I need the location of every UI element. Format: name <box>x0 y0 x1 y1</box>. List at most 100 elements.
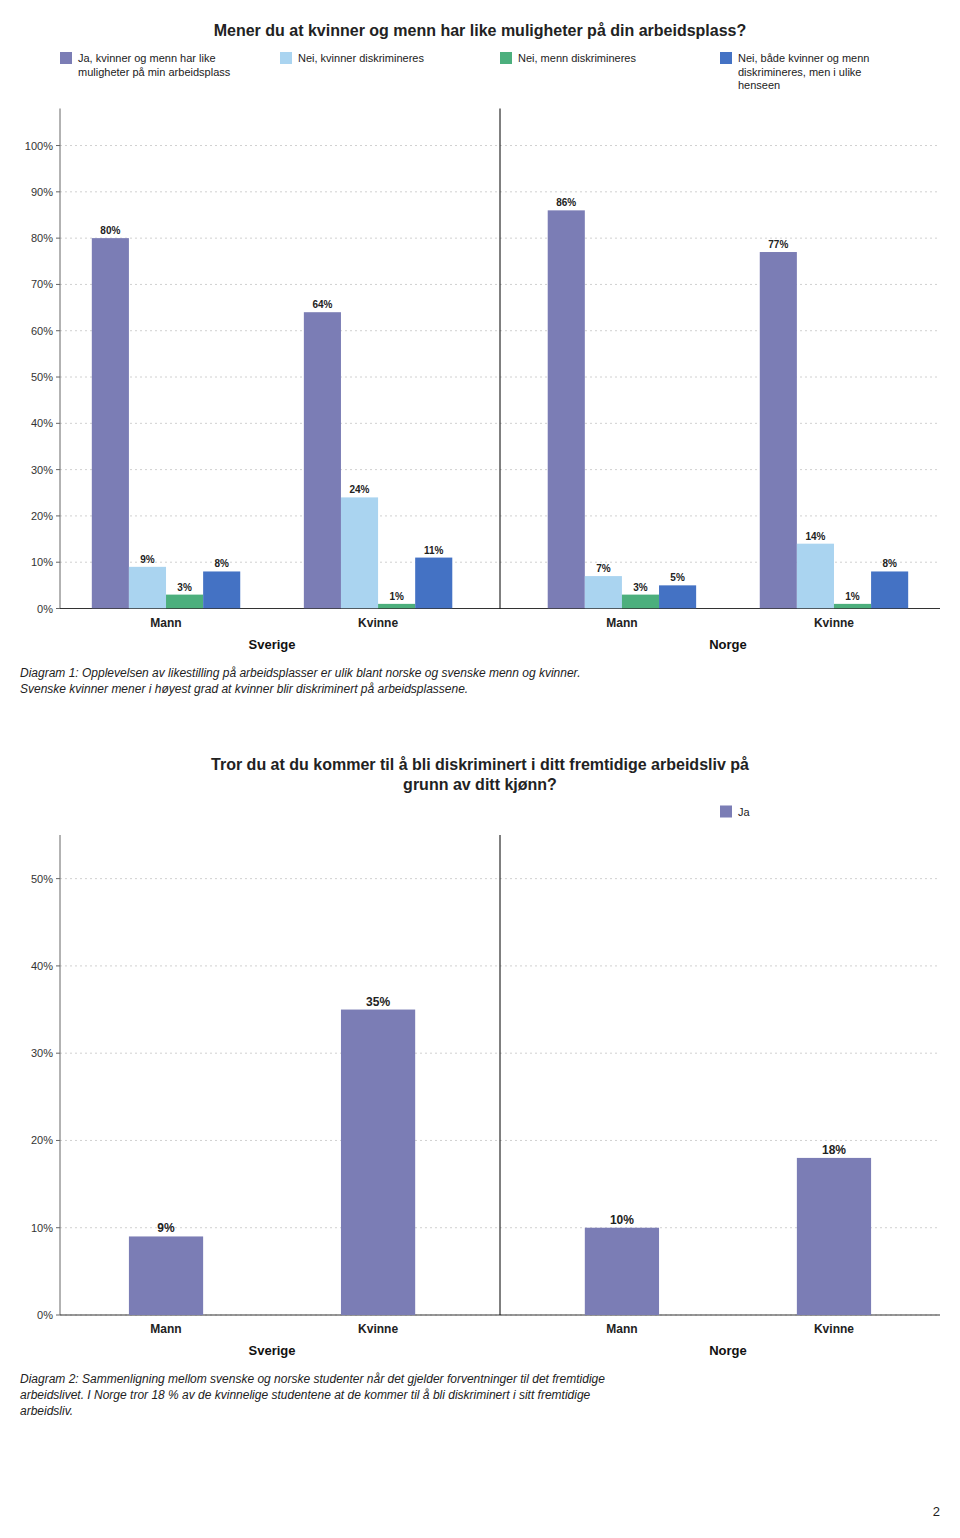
data-label-line: 1% <box>389 591 404 602</box>
chart-title: Mener du at kvinner og menn har like mul… <box>214 22 747 39</box>
legend-label: Nei, både kvinner og menndiskrimineres, … <box>738 52 869 91</box>
data-label: 35% <box>366 995 390 1009</box>
chart-title-line: Tror du at du kommer til å bli diskrimin… <box>211 756 749 773</box>
data-label-line: 80% <box>100 225 120 236</box>
y-tick <box>56 1315 60 1316</box>
page-number-line: 2 <box>933 1504 940 1519</box>
group-label: Norge <box>709 637 747 652</box>
y-tick-label-line: 10% <box>31 556 53 568</box>
y-tick-label-line: 0% <box>37 603 53 615</box>
data-label: 9% <box>157 1221 175 1235</box>
y-tick-label-line: 20% <box>31 1134 53 1146</box>
y-tick-label-line: 0% <box>37 1309 53 1321</box>
x-tick-label-line: Kvinne <box>358 616 398 630</box>
y-axis-line <box>60 835 61 1315</box>
data-labels: 9%35%10%18% <box>157 995 846 1236</box>
data-label-line: 9% <box>157 1221 175 1235</box>
bar <box>585 576 622 608</box>
page-number: 2 <box>933 1504 940 1519</box>
y-axis-line <box>60 109 61 609</box>
bars <box>92 210 908 608</box>
x-tick-labels: MannKvinneMannKvinneSverigeNorge <box>150 616 854 652</box>
chart-title: Tror du at du kommer til å bli diskrimin… <box>211 756 749 793</box>
data-label-line: 10% <box>610 1213 634 1227</box>
y-tick <box>56 1053 60 1054</box>
data-label: 1% <box>389 591 404 602</box>
x-tick-label: Kvinne <box>358 1322 398 1336</box>
data-label-line: 1% <box>845 591 860 602</box>
legend-swatch <box>720 52 732 64</box>
group-separator <box>500 109 501 609</box>
legend-label: Nei, menn diskrimineres <box>518 52 636 64</box>
data-label: 77% <box>768 239 788 250</box>
chart-title-line: Mener du at kvinner og menn har like mul… <box>214 22 747 39</box>
caption: Diagram 2: Sammenligning mellom svenske … <box>20 1372 605 1418</box>
group-label: Sverige <box>249 637 296 652</box>
y-tick <box>56 191 60 192</box>
legend-swatch <box>280 52 292 64</box>
bar <box>129 1236 203 1315</box>
y-tick <box>56 562 60 563</box>
bar <box>548 210 585 608</box>
data-label: 24% <box>350 484 370 495</box>
caption-line: arbeidsliv. <box>20 1404 73 1418</box>
data-label-line: 35% <box>366 995 390 1009</box>
legend-label-line: Ja, kvinner og menn har like <box>78 52 216 64</box>
x-tick-label-line: Kvinne <box>814 616 854 630</box>
y-tick-label-line: 30% <box>31 464 53 476</box>
data-label-line: 86% <box>556 197 576 208</box>
background <box>0 0 960 1538</box>
group-separator <box>500 835 501 1315</box>
y-tick <box>56 515 60 516</box>
bar <box>92 238 129 608</box>
y-tick-label: 10% <box>31 556 53 568</box>
x-tick-label-line: Mann <box>606 1322 637 1336</box>
y-tick-label-line: 60% <box>31 325 53 337</box>
data-label: 9% <box>140 554 155 565</box>
bar <box>797 544 834 609</box>
data-label-line: 3% <box>177 582 192 593</box>
bar <box>834 604 871 609</box>
y-tick <box>56 878 60 879</box>
legend-label-line: Nei, både kvinner og menn <box>738 52 869 64</box>
y-tick-label-line: 20% <box>31 510 53 522</box>
legend-label: Ja, kvinner og menn har likemuligheter p… <box>78 52 231 78</box>
x-tick-label: Kvinne <box>814 1322 854 1336</box>
legend: Ja <box>720 806 751 818</box>
data-label-line: 24% <box>350 484 370 495</box>
group-label-line: Norge <box>709 1343 747 1358</box>
x-tick-label-line: Kvinne <box>814 1322 854 1336</box>
bar <box>341 497 378 608</box>
y-tick <box>56 284 60 285</box>
y-tick-label: 50% <box>31 873 53 885</box>
data-label: 14% <box>805 531 825 542</box>
legend-label: Nei, kvinner diskrimineres <box>298 52 424 64</box>
grid: 0%10%20%30%40%50%60%70%80%90%100% <box>25 140 940 615</box>
legend-swatch <box>720 806 732 818</box>
y-tick-label: 40% <box>31 417 53 429</box>
data-label-line: 8% <box>882 558 897 569</box>
x-tick-label: Kvinne <box>358 616 398 630</box>
legend-swatch <box>500 52 512 64</box>
chart-title-line: grunn av ditt kjønn? <box>403 776 557 793</box>
data-label: 64% <box>312 299 332 310</box>
legend: Ja, kvinner og menn har likemuligheter p… <box>60 52 869 91</box>
x-tick-label: Mann <box>606 1322 637 1336</box>
y-tick-label: 0% <box>37 1309 53 1321</box>
bar <box>585 1228 659 1315</box>
caption-line: Svenske kvinner mener i høyest grad at k… <box>20 682 468 696</box>
data-label: 8% <box>882 558 897 569</box>
group-label-line: Sverige <box>249 637 296 652</box>
y-tick-label: 50% <box>31 371 53 383</box>
data-label: 1% <box>845 591 860 602</box>
bar <box>129 567 166 609</box>
data-label-line: 14% <box>805 531 825 542</box>
y-tick-label-line: 10% <box>31 1222 53 1234</box>
y-tick <box>56 145 60 146</box>
data-label-line: 9% <box>140 554 155 565</box>
data-labels: 80%64%86%77%9%24%7%14%3%1%3%1%8%11%5%8% <box>100 197 897 602</box>
data-label: 11% <box>424 545 444 556</box>
group-label: Norge <box>709 1343 747 1358</box>
caption-line: Diagram 2: Sammenligning mellom svenske … <box>20 1372 605 1386</box>
data-label-line: 77% <box>768 239 788 250</box>
